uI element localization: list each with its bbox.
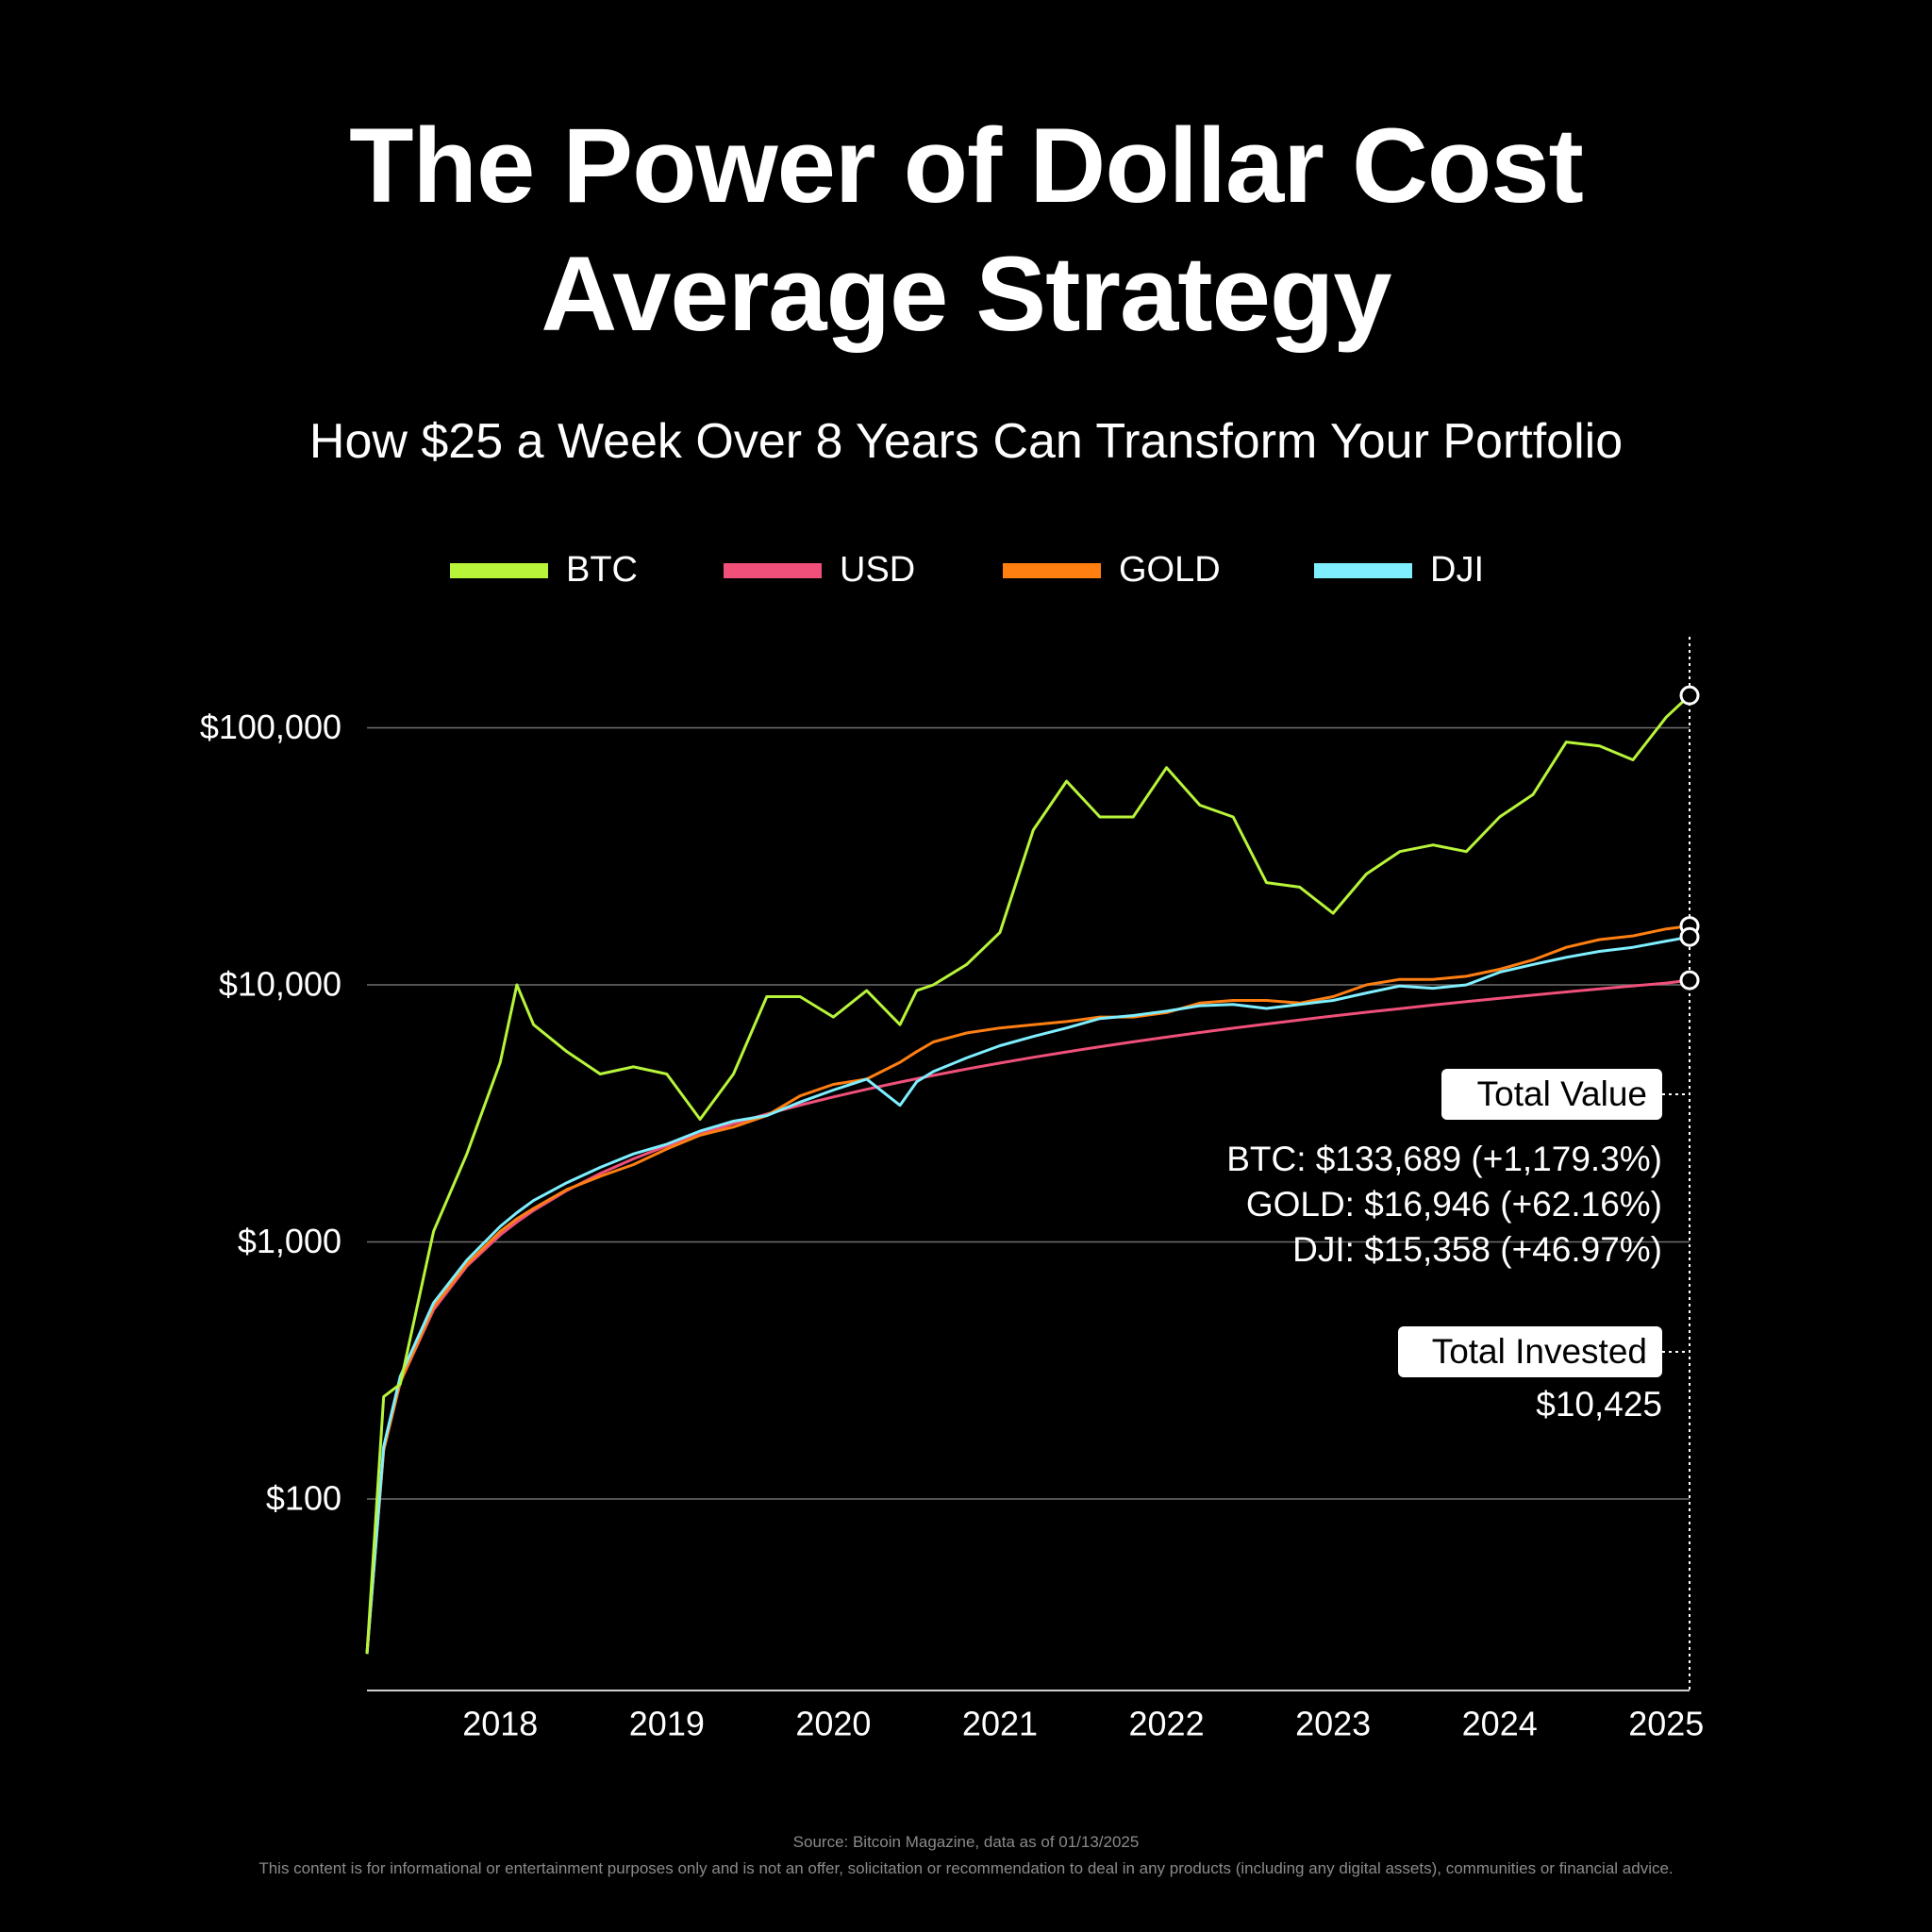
annotation-box bbox=[1441, 1069, 1662, 1120]
series-line bbox=[365, 978, 1690, 1655]
legend-swatch bbox=[450, 563, 548, 578]
y-tick-label: $1,000 bbox=[238, 1222, 341, 1260]
source-note: Source: Bitcoin Magazine, data as of 01/… bbox=[792, 1833, 1140, 1851]
x-tick-label: 2020 bbox=[795, 1705, 871, 1743]
legend-swatch bbox=[724, 563, 822, 578]
legend-label: GOLD bbox=[1119, 550, 1221, 590]
end-point bbox=[1679, 685, 1700, 706]
legend-label: BTC bbox=[566, 550, 638, 590]
end-point bbox=[1679, 926, 1700, 947]
disclaimer: This content is for informational or ent… bbox=[258, 1859, 1674, 1877]
y-tick-label: $100 bbox=[266, 1479, 341, 1518]
end-point bbox=[1679, 970, 1700, 991]
annotation-label: Total Invested bbox=[1432, 1332, 1647, 1371]
legend-swatch bbox=[1314, 563, 1412, 578]
annotation-text: DJI: $15,358 (+46.97%) bbox=[1292, 1230, 1662, 1269]
legend-swatch bbox=[1003, 563, 1101, 578]
x-tick-label: 2022 bbox=[1129, 1705, 1205, 1743]
x-tick-label: 2021 bbox=[962, 1705, 1038, 1743]
legend-label: DJI bbox=[1430, 550, 1484, 590]
series-line bbox=[365, 694, 1691, 1655]
x-tick-label: 2019 bbox=[629, 1705, 705, 1743]
annotation-text: BTC: $133,689 (+1,179.3%) bbox=[1226, 1140, 1662, 1178]
x-tick-label: 2025 bbox=[1628, 1705, 1704, 1743]
y-tick-label: $10,000 bbox=[219, 965, 341, 1004]
legend-label: USD bbox=[840, 550, 915, 590]
series-line bbox=[365, 924, 1690, 1655]
annotation-label: Total Value bbox=[1477, 1074, 1647, 1113]
chart-subtitle: How $25 a Week Over 8 Years Can Transfor… bbox=[308, 414, 1624, 469]
series-line bbox=[365, 935, 1690, 1655]
x-tick-label: 2018 bbox=[462, 1705, 538, 1743]
y-tick-label: $100,000 bbox=[200, 708, 341, 746]
x-tick-label: 2024 bbox=[1462, 1705, 1538, 1743]
chart-title: The Power of Dollar Cost Average Strateg… bbox=[349, 107, 1584, 353]
annotation-text: GOLD: $16,946 (+62.16%) bbox=[1246, 1185, 1662, 1224]
annotation-text: $10,425 bbox=[1536, 1385, 1662, 1424]
x-tick-label: 2023 bbox=[1295, 1705, 1371, 1743]
annotation-box bbox=[1398, 1326, 1662, 1377]
